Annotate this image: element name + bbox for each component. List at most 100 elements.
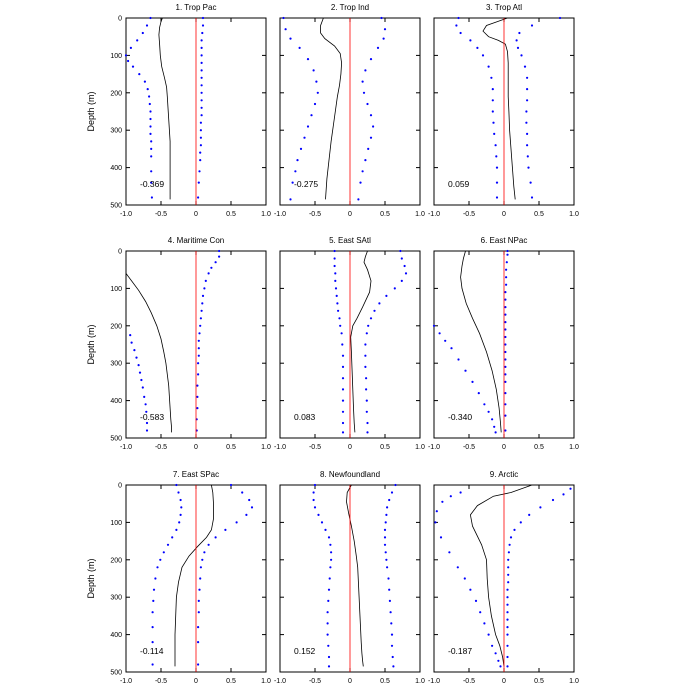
significance-bound-point [378, 302, 381, 305]
y-tick-label: 400 [110, 398, 122, 405]
significance-bound-point [504, 373, 507, 376]
x-tick-label: 0 [348, 444, 352, 451]
significance-bound-point [504, 392, 507, 395]
significance-bound-point [250, 506, 254, 509]
significance-bound-point [357, 198, 360, 201]
significance-bound-point [150, 196, 153, 199]
significance-bound-point [487, 633, 490, 636]
significance-bound-point [373, 309, 376, 312]
significance-bound-point [562, 493, 565, 496]
significance-bound-point [200, 39, 203, 42]
significance-bound-point [471, 380, 474, 383]
significance-bound-point [214, 536, 217, 539]
panel-6: 6. East NPac -1.0 -0.5 0 0.5 1.0 -0.340 [428, 236, 579, 451]
x-tick-label: -0.5 [155, 444, 167, 451]
significance-bound-point [196, 395, 199, 398]
correlation-profile-line [350, 250, 372, 433]
correlation-profile-line [469, 484, 533, 667]
significance-bound-point [200, 91, 203, 94]
panel-7: 7. East SPac 0 100 200 300 400 500-1.0 -0.5 0 0.5… [86, 470, 271, 685]
significance-bound-point [506, 665, 509, 668]
significance-bound-point [200, 54, 203, 57]
significance-bound-point [530, 24, 534, 27]
significance-bound-point [199, 129, 202, 132]
significance-bound-point [459, 491, 462, 494]
significance-bound-point [291, 181, 294, 184]
x-tick-label: -1.0 [428, 678, 440, 685]
significance-bound-point [388, 588, 391, 591]
significance-bound-point [316, 91, 319, 94]
significance-bound-point [341, 343, 344, 346]
significance-bound-point [330, 558, 333, 561]
significance-bound-point [527, 166, 530, 169]
significance-bound-point [341, 431, 345, 434]
significance-bound-point [394, 483, 397, 487]
panel-title: 5. East SAtl [329, 236, 371, 245]
significance-bound-point [504, 306, 507, 309]
significance-bound-point [138, 371, 142, 374]
significance-bound-point [327, 599, 330, 603]
significance-bound-point [390, 622, 393, 625]
x-tick-label: 0.5 [534, 444, 544, 451]
x-tick-label: 0.5 [226, 444, 236, 451]
significance-bound-point [504, 358, 507, 361]
correlation-value: -0.187 [448, 646, 472, 656]
significance-bound-point [200, 106, 203, 109]
significance-bound-point [326, 611, 329, 614]
significance-bound-point [152, 599, 155, 603]
significance-bound-point [341, 377, 345, 380]
significance-bound-point [519, 521, 522, 524]
significance-bound-point [141, 386, 144, 389]
significance-bound-point [525, 110, 528, 113]
significance-bound-point [492, 121, 495, 124]
x-tick-label: 1.0 [415, 678, 425, 685]
significance-bound-point [494, 144, 497, 147]
significance-bound-point [203, 287, 206, 290]
significance-bound-point [365, 332, 368, 335]
panel-9: 9. Arctic -1.0 -0.5 0 0.5 1.0 -0.187 [428, 470, 579, 685]
significance-bound-point [383, 528, 387, 532]
significance-bound-point [457, 358, 460, 361]
significance-bound-point [335, 294, 338, 297]
significance-bound-point [507, 581, 510, 584]
correlation-value: -0.583 [140, 412, 164, 422]
significance-bound-point [487, 65, 490, 68]
x-tick-label: 0 [502, 444, 506, 451]
significance-bound-point [469, 39, 472, 42]
x-tick-label: -1.0 [120, 444, 132, 451]
y-axis-title: Depth (m) [86, 558, 96, 598]
significance-bound-point [383, 543, 387, 546]
significance-bound-point [495, 196, 499, 199]
x-tick-label: -0.5 [309, 678, 321, 685]
significance-bound-point [329, 566, 332, 569]
significance-bound-point [197, 347, 200, 350]
x-tick-label: 0 [502, 211, 506, 218]
significance-bound-point [494, 431, 497, 434]
y-tick-label: 500 [110, 670, 122, 677]
significance-bound-point [201, 294, 205, 297]
significance-bound-point [180, 506, 183, 509]
significance-bound-point [539, 506, 542, 509]
significance-bound-point [389, 611, 392, 614]
panel-title: 4. Maritime Con [168, 236, 224, 245]
significance-bound-point [327, 536, 331, 539]
significance-bound-point [444, 339, 447, 342]
y-axis-title: Depth (m) [86, 324, 96, 364]
significance-bound-point [327, 588, 331, 591]
significance-bound-point [320, 521, 324, 524]
significance-bound-point [197, 196, 200, 199]
y-tick-label: 0 [118, 16, 122, 23]
significance-bound-point [336, 302, 339, 305]
x-tick-label: -1.0 [428, 444, 440, 451]
significance-bound-point [203, 551, 206, 554]
significance-bound-point [369, 317, 373, 320]
significance-bound-point [303, 136, 306, 139]
x-tick-label: 1.0 [569, 211, 579, 218]
significance-bound-point [310, 114, 313, 117]
significance-bound-point [149, 132, 152, 135]
x-tick-label: -0.5 [309, 444, 321, 451]
significance-bound-point [504, 328, 507, 331]
significance-bound-point [198, 332, 201, 335]
panel-1: 1. Trop Pac 0 100 200 300 400 500-1.0 -0.5 0 0.5 1… [86, 3, 271, 218]
